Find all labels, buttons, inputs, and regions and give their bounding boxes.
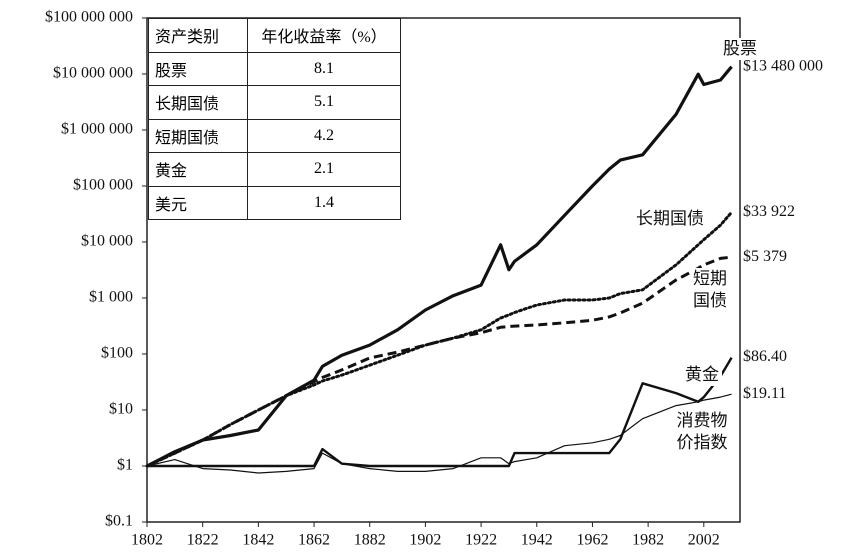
table-cell: 黄金 (148, 152, 248, 187)
table-cell: 2.1 (247, 152, 401, 187)
table-cell: 1.4 (247, 185, 401, 220)
table-row: 长期国债 5.1 (148, 85, 401, 120)
end-value-label: $13 480 000 (743, 57, 823, 74)
table-row: 短期国债 4.2 (148, 118, 401, 153)
series-line (147, 356, 733, 468)
y-tick-label: $10 000 000 (53, 65, 133, 82)
end-value-label: $5 379 (743, 248, 787, 265)
table-header-cell: 资产类别 (148, 18, 248, 53)
y-tick-label: $1 000 (89, 289, 133, 306)
table-cell: 8.1 (247, 51, 401, 86)
series-line (146, 255, 732, 468)
series-name-label: 消费物价指数 (672, 410, 732, 454)
table-cell: 股票 (148, 51, 248, 86)
x-tick-label: 1822 (187, 532, 219, 549)
x-tick-label: 2002 (688, 532, 720, 549)
x-tick-label: 1802 (131, 532, 163, 549)
end-value-label: $86.40 (743, 348, 787, 365)
y-tick-label: $0.1 (105, 513, 133, 530)
y-tick-label: $100 000 (73, 177, 133, 194)
series-name-label: 股票 (720, 38, 760, 60)
y-tick-label: $100 (101, 345, 133, 362)
x-tick-label: 1962 (576, 532, 608, 549)
plot-frame (146, 17, 741, 523)
return-table: 资产类别 年化收益率（%） 股票 8.1 长期国债 5.1 短期国债 4.2 黄金 2.1 美元 1.… (148, 18, 401, 220)
y-tick-label: $1 (117, 457, 133, 474)
x-tick-label: 1942 (521, 532, 553, 549)
x-tick-label: 1982 (632, 532, 664, 549)
x-tick-label: 1882 (354, 532, 386, 549)
y-tick-label: $1 000 000 (61, 121, 133, 138)
series-line (145, 210, 734, 468)
table-cell: 美元 (148, 185, 248, 220)
x-tick-label: 1842 (242, 532, 274, 549)
y-tick-label: $100 000 000 (45, 9, 133, 26)
table-cell: 4.2 (247, 118, 401, 153)
table-row: 股票 8.1 (148, 51, 401, 86)
table-row: 美元 1.4 (148, 185, 401, 220)
series-line (146, 393, 732, 474)
y-tick-label: $10 (109, 401, 133, 418)
y-tick-label: $10 000 (81, 233, 133, 250)
table-cell: 短期国债 (148, 118, 248, 153)
table-header-row: 资产类别 年化收益率（%） (148, 18, 401, 53)
end-value-label: $19.11 (743, 385, 786, 402)
series-name-label: 黄金 (682, 364, 722, 386)
series-name-label: 短期国债 (690, 268, 730, 312)
x-tick-label: 1922 (465, 532, 497, 549)
end-value-label: $33 922 (743, 203, 795, 220)
x-tick-label: 1902 (409, 532, 441, 549)
table-cell: 5.1 (247, 85, 401, 120)
series-line (146, 65, 733, 468)
table-row: 黄金 2.1 (148, 152, 401, 187)
table-header-cell: 年化收益率（%） (247, 18, 401, 53)
series-name-label: 长期国债 (630, 208, 710, 230)
x-tick-label: 1862 (298, 532, 330, 549)
table-cell: 长期国债 (148, 85, 248, 120)
